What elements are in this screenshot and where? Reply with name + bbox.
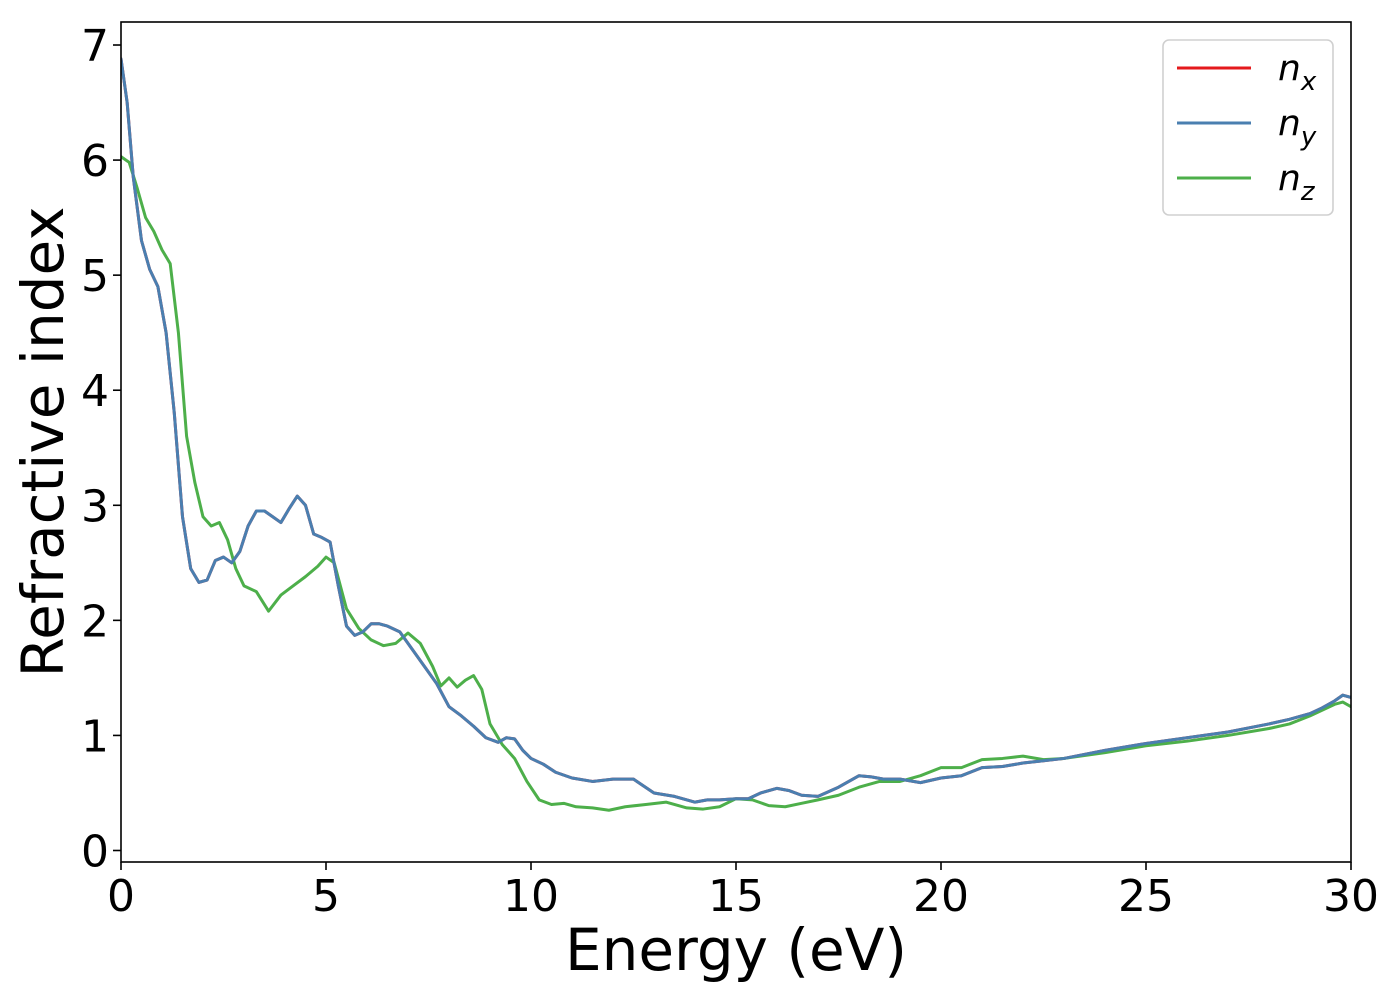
y-tick-label: 1 (81, 711, 109, 762)
legend-label-subscript: x (1300, 67, 1317, 97)
x-tick-label: 30 (1323, 871, 1379, 922)
x-tick-label: 15 (708, 871, 764, 922)
y-tick-label: 4 (81, 366, 109, 417)
y-tick-label: 0 (81, 826, 109, 877)
x-tick-label: 5 (312, 871, 340, 922)
x-tick-label: 10 (503, 871, 559, 922)
y-axis-ticks: 0 1 2 3 4 5 6 7 (81, 21, 121, 877)
legend-label-nx: nx (1278, 48, 1317, 97)
x-axis-ticks: 0 5 10 15 20 25 30 (107, 862, 1379, 922)
x-tick-label: 20 (913, 871, 969, 922)
series-line-ny (121, 57, 1351, 804)
legend-label-main: n (1278, 103, 1301, 144)
x-tick-label: 25 (1118, 871, 1174, 922)
legend-label-main: n (1278, 158, 1301, 199)
series-line-nz (121, 155, 1351, 812)
legend-label-nz: nz (1278, 158, 1316, 207)
plot-area (121, 57, 1351, 812)
y-tick-label: 5 (81, 251, 109, 302)
legend-box (1162, 39, 1334, 216)
y-tick-label: 2 (81, 596, 109, 647)
y-tick-label: 7 (81, 21, 109, 72)
legend-label-ny: ny (1278, 103, 1317, 152)
legend-label-main: n (1278, 48, 1301, 89)
legend-label-subscript: y (1300, 122, 1317, 152)
x-axis-title: Energy (eV) (565, 916, 907, 984)
y-axis-title: Refractive index (9, 206, 77, 677)
plot-frame (120, 21, 1352, 863)
x-tick-label: 0 (107, 871, 135, 922)
y-tick-label: 6 (81, 136, 109, 187)
y-tick-label: 3 (81, 481, 109, 532)
legend-label-subscript: z (1300, 177, 1316, 207)
